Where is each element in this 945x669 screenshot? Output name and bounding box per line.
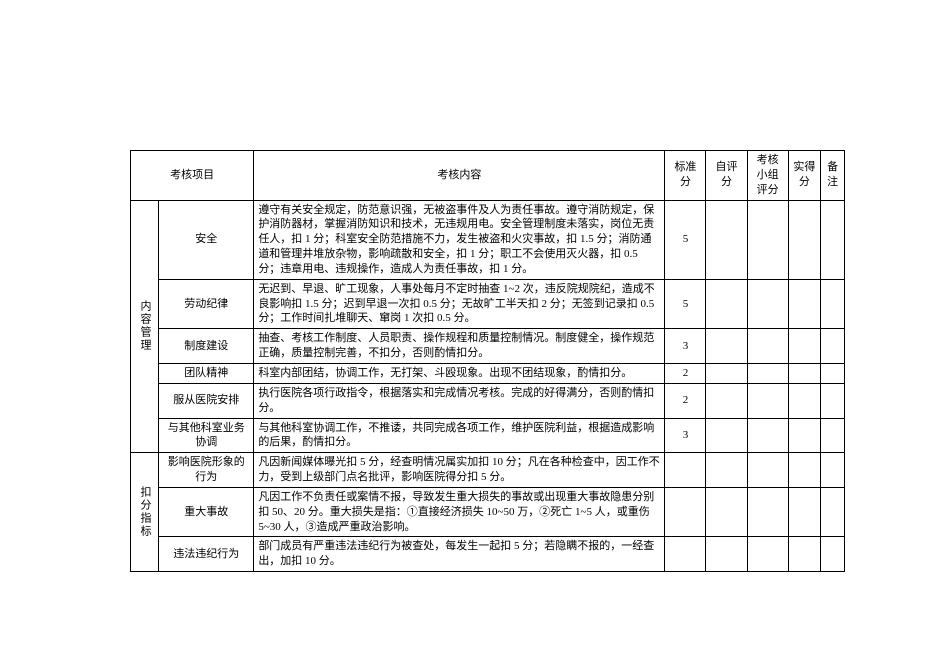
cell-group	[747, 383, 788, 418]
cell-content: 抽查、考核工作制度、人员职责、操作规程和质量控制情况。制度健全，操作规范正确，质…	[254, 329, 665, 364]
sub-label: 与其他科室业务协调	[159, 418, 254, 453]
cell-self	[706, 329, 747, 364]
cell-note	[821, 363, 845, 383]
assessment-table: 考核项目 考核内容 标准分 自评分 考核小组评分 实得分 备注 内容管理 安全 …	[130, 150, 845, 572]
cell-group	[747, 487, 788, 537]
sub-label: 服从医院安排	[159, 383, 254, 418]
cell-self	[706, 363, 747, 383]
cell-group	[747, 418, 788, 453]
cell-group	[747, 363, 788, 383]
cell-actual	[788, 487, 820, 537]
cell-actual	[788, 329, 820, 364]
cell-std: 3	[665, 418, 706, 453]
table-row: 团队精神 科室内部团结，协调工作，无打架、斗殴现象。出现不团结现象，酌情扣分。 …	[131, 363, 845, 383]
cell-self	[706, 383, 747, 418]
cell-note	[821, 200, 845, 279]
sub-label: 团队精神	[159, 363, 254, 383]
cell-self	[706, 279, 747, 329]
cell-group	[747, 329, 788, 364]
header-actual: 实得分	[788, 151, 820, 201]
cell-self	[706, 200, 747, 279]
cell-std: 3	[665, 329, 706, 364]
table-row: 重大事故 凡因工作不负责任或案情不报，导致发生重大损失的事故或出现重大事故隐患分…	[131, 487, 845, 537]
sub-label: 安全	[159, 200, 254, 279]
cell-content: 凡因新闻媒体曝光扣 5 分，经查明情况属实加扣 10 分；凡在各种检查中，因工作…	[254, 453, 665, 488]
cell-note	[821, 329, 845, 364]
sub-label: 制度建设	[159, 329, 254, 364]
cell-note	[821, 279, 845, 329]
sub-label: 违法违纪行为	[159, 537, 254, 572]
header-self: 自评分	[706, 151, 747, 201]
cell-actual	[788, 363, 820, 383]
cell-content: 科室内部团结，协调工作，无打架、斗殴现象。出现不团结现象，酌情扣分。	[254, 363, 665, 383]
table-row: 扣分指标 影响医院形象的行为 凡因新闻媒体曝光扣 5 分，经查明情况属实加扣 1…	[131, 453, 845, 488]
document-page: 考核项目 考核内容 标准分 自评分 考核小组评分 实得分 备注 内容管理 安全 …	[0, 0, 945, 572]
cell-self	[706, 487, 747, 537]
cell-content: 执行医院各项行政指令，根据落实和完成情况考核。完成的好得满分，否则酌情扣分。	[254, 383, 665, 418]
cell-actual	[788, 537, 820, 572]
header-content: 考核内容	[254, 151, 665, 201]
cell-std: 2	[665, 363, 706, 383]
header-note: 备注	[821, 151, 845, 201]
sub-label: 劳动纪律	[159, 279, 254, 329]
table-row: 劳动纪律 无迟到、早退、旷工现象，人事处每月不定时抽查 1~2 次，违反院规院纪…	[131, 279, 845, 329]
cell-note	[821, 487, 845, 537]
header-group: 考核小组评分	[747, 151, 788, 201]
cell-actual	[788, 200, 820, 279]
header-row: 考核项目 考核内容 标准分 自评分 考核小组评分 实得分 备注	[131, 151, 845, 201]
cell-actual	[788, 453, 820, 488]
cell-actual	[788, 418, 820, 453]
cell-actual	[788, 383, 820, 418]
cell-group	[747, 453, 788, 488]
sub-label: 重大事故	[159, 487, 254, 537]
cell-std: 5	[665, 279, 706, 329]
table-row: 服从医院安排 执行医院各项行政指令，根据落实和完成情况考核。完成的好得满分，否则…	[131, 383, 845, 418]
cell-content: 遵守有关安全规定，防范意识强，无被盗事件及人为责任事故。遵守消防规定，保护消防器…	[254, 200, 665, 279]
section-label-deduction: 扣分指标	[131, 453, 159, 572]
cell-note	[821, 537, 845, 572]
sub-label: 影响医院形象的行为	[159, 453, 254, 488]
cell-group	[747, 537, 788, 572]
cell-std	[665, 537, 706, 572]
section-label-content-mgmt: 内容管理	[131, 200, 159, 453]
cell-self	[706, 418, 747, 453]
cell-content: 无迟到、早退、旷工现象，人事处每月不定时抽查 1~2 次，违反院规院纪，造成不良…	[254, 279, 665, 329]
cell-std: 2	[665, 383, 706, 418]
cell-group	[747, 200, 788, 279]
table-row: 与其他科室业务协调 与其他科室协调工作，不推诿，共同完成各项工作，维护医院利益，…	[131, 418, 845, 453]
cell-self	[706, 453, 747, 488]
table-row: 制度建设 抽查、考核工作制度、人员职责、操作规程和质量控制情况。制度健全，操作规…	[131, 329, 845, 364]
cell-note	[821, 418, 845, 453]
table-row: 内容管理 安全 遵守有关安全规定，防范意识强，无被盗事件及人为责任事故。遵守消防…	[131, 200, 845, 279]
table-row: 违法违纪行为 部门成员有严重违法违纪行为被查处，每发生一起扣 5 分；若隐瞒不报…	[131, 537, 845, 572]
header-std: 标准分	[665, 151, 706, 201]
cell-self	[706, 537, 747, 572]
cell-content: 凡因工作不负责任或案情不报，导致发生重大损失的事故或出现重大事故隐患分别扣 50…	[254, 487, 665, 537]
cell-actual	[788, 279, 820, 329]
cell-group	[747, 279, 788, 329]
cell-std: 5	[665, 200, 706, 279]
cell-note	[821, 453, 845, 488]
cell-content: 部门成员有严重违法违纪行为被查处，每发生一起扣 5 分；若隐瞒不报的，一经查出，…	[254, 537, 665, 572]
cell-content: 与其他科室协调工作，不推诿，共同完成各项工作，维护医院利益，根据造成影响的后果，…	[254, 418, 665, 453]
cell-std	[665, 487, 706, 537]
cell-note	[821, 383, 845, 418]
cell-std	[665, 453, 706, 488]
header-project: 考核项目	[131, 151, 254, 201]
